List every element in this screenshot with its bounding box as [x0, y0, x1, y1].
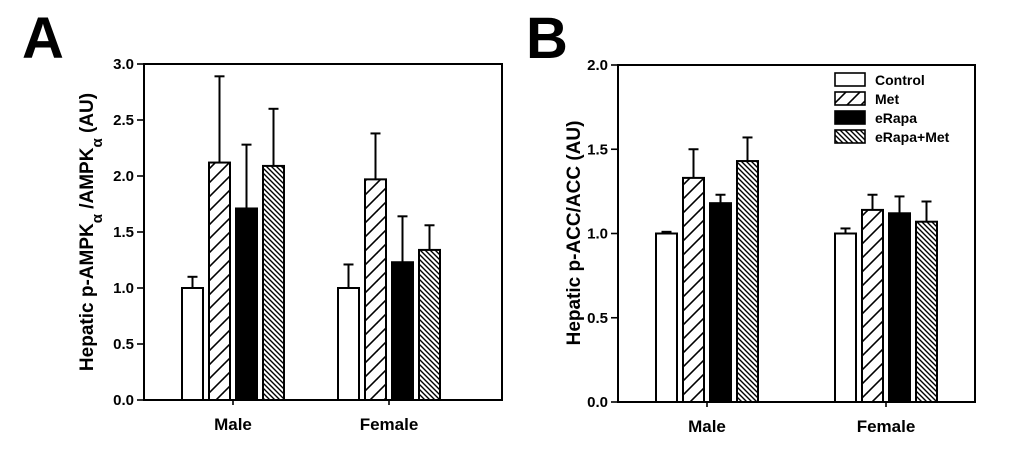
y-tick-label: 2.5	[113, 112, 134, 129]
legend: Control Met eRapa eRapa+Met	[834, 72, 950, 145]
bar-erapa-female	[888, 212, 911, 403]
bar-erapa-plus-met-female	[915, 220, 938, 403]
bar-met-male	[682, 176, 705, 403]
ylabel-segment: (AU)	[77, 93, 98, 138]
bar-erapa-plus-met-male	[262, 164, 285, 401]
y-tick-label: 3.0	[113, 56, 134, 73]
bar-met-female	[861, 208, 884, 403]
bar-erapa-female	[391, 261, 414, 401]
bar-erapa-male	[709, 202, 732, 403]
y-tick-label: 0.0	[113, 392, 134, 409]
legend-label: Control	[875, 72, 925, 88]
y-tick-label: 1.5	[113, 224, 134, 241]
bar-erapa-male	[235, 207, 258, 401]
y-tick-label: 0.0	[587, 394, 608, 411]
ylabel-subscript: α	[89, 138, 106, 148]
y-tick-label: 0.5	[587, 310, 608, 327]
bar-met-female	[364, 178, 387, 401]
y-tick-label: 2.0	[587, 57, 608, 74]
legend-label: Met	[875, 91, 899, 107]
x-category-label: Male	[214, 415, 252, 434]
y-tick-label: 1.5	[587, 141, 608, 158]
x-category-label: Female	[857, 417, 916, 436]
bar-control-female	[337, 287, 360, 401]
legend-swatch	[834, 110, 866, 125]
panel-letter-b: B	[526, 6, 568, 71]
y-tick-label: 1.0	[587, 226, 608, 243]
legend-item: Met	[834, 91, 899, 107]
legend-swatch	[834, 91, 866, 106]
bar-control-male	[181, 287, 204, 401]
y-tick-label: 1.0	[113, 280, 134, 297]
y-tick-label: 0.5	[113, 336, 134, 353]
ylabel-segment: /AMPK	[77, 147, 98, 214]
panel-a: A 0.0 0.5 1.0 1.5 2.0 2.5 3.0 Male Female Hepatic…	[22, 6, 503, 434]
ylabel-segment: Hepatic p-AMPK	[77, 223, 98, 371]
legend-swatch	[834, 129, 866, 144]
panel-b: B 0.0 0.5 1.0 1.5 2.0 Male Female Hepatic p-ACC…	[526, 6, 976, 436]
legend-item: eRapa+Met	[834, 129, 950, 145]
bar-control-male	[655, 232, 678, 403]
x-category-label: Female	[360, 415, 419, 434]
panel-letter-a: A	[22, 6, 64, 71]
x-category-label: Male	[688, 417, 726, 436]
legend-label: eRapa+Met	[875, 129, 950, 145]
y-axis-label: Hepatic p-AMPKα /AMPKα (AU)	[77, 93, 106, 371]
bar-erapa-plus-met-male	[736, 160, 759, 403]
plot-area-a: 0.0 0.5 1.0 1.5 2.0 2.5 3.0 Male Female Hepatic p…	[77, 56, 503, 434]
bar-erapa-plus-met-female	[418, 248, 441, 401]
plot-area-b: 0.0 0.5 1.0 1.5 2.0 Male Female Hepatic p-ACC/A…	[564, 57, 976, 436]
ylabel-subscript: α	[89, 213, 106, 223]
y-tick-label: 2.0	[113, 168, 134, 185]
bar-met-male	[208, 161, 231, 401]
legend-item: Control	[834, 72, 925, 88]
y-axis-label: Hepatic p-ACC/ACC (AU)	[564, 121, 585, 346]
bar-control-female	[834, 232, 857, 403]
legend-swatch	[834, 72, 866, 87]
legend-item: eRapa	[834, 110, 917, 126]
legend-label: eRapa	[875, 110, 917, 126]
